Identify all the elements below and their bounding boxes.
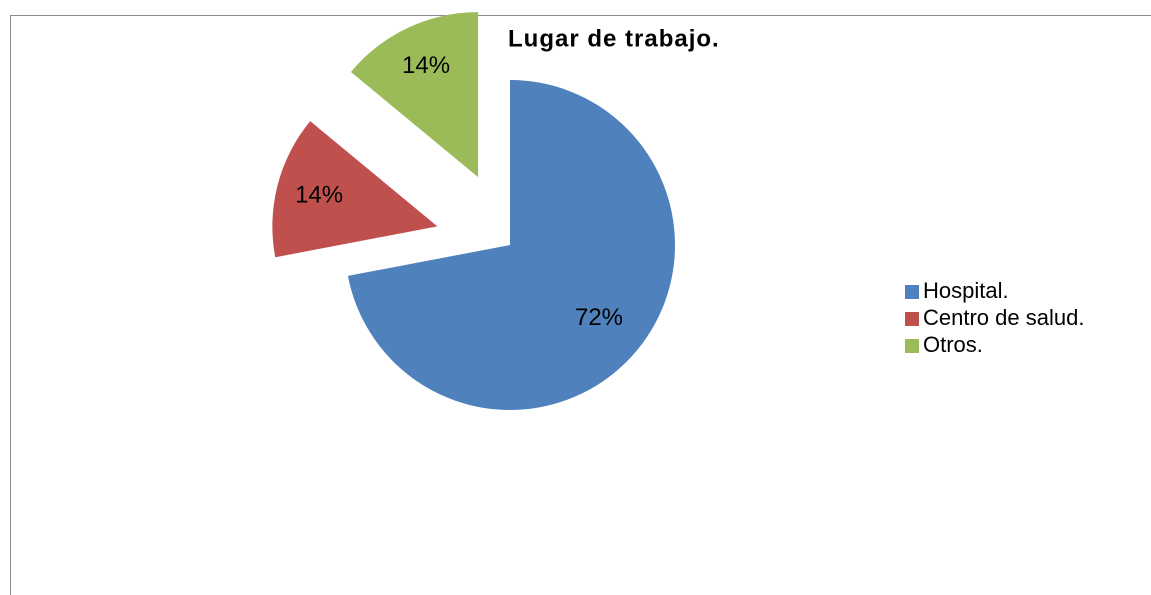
data-label: 72% xyxy=(575,304,623,331)
legend-swatch xyxy=(905,285,919,299)
chart-title: Lugar de trabajo. xyxy=(508,25,720,52)
legend-label: Otros. xyxy=(923,332,983,357)
data-label: 14% xyxy=(295,181,343,208)
pie-slice xyxy=(272,121,438,258)
legend-label: Hospital. xyxy=(923,278,1009,303)
legend-label: Centro de salud. xyxy=(923,305,1084,330)
data-label: 14% xyxy=(402,52,450,79)
legend-swatch xyxy=(905,312,919,326)
legend-swatch xyxy=(905,339,919,353)
pie-slice xyxy=(350,12,479,178)
pie-slice xyxy=(347,80,676,410)
